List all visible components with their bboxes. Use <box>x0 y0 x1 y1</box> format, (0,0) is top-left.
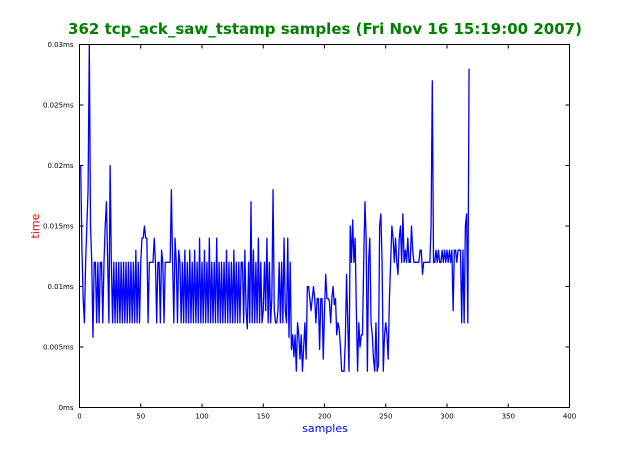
y-tick-label: 0ms <box>59 404 74 412</box>
y-tick-label: 0.005ms <box>43 344 74 352</box>
x-tick-label: 150 <box>257 413 270 421</box>
y-tick-label: 0.025ms <box>43 102 74 110</box>
x-tick-label: 250 <box>379 413 392 421</box>
y-tick-label: 0.02ms <box>47 162 73 170</box>
x-tick-label: 350 <box>502 413 515 421</box>
x-tick-label: 0 <box>77 413 81 421</box>
plot-area <box>79 44 570 408</box>
y-tick-label: 0.01ms <box>47 283 73 291</box>
series-line <box>80 43 470 372</box>
y-tick-label: 0.03ms <box>47 41 73 49</box>
x-tick-label: 400 <box>563 413 576 421</box>
x-tick-label: 300 <box>440 413 453 421</box>
x-tick-label: 50 <box>136 413 145 421</box>
x-tick-label: 100 <box>195 413 208 421</box>
y-tick-label: 0.015ms <box>43 223 74 231</box>
x-tick-label: 200 <box>318 413 331 421</box>
y-axis: 0ms 0.005ms 0.01ms 0.015ms 0.02ms 0.025ms 0.03… <box>43 41 570 412</box>
x-axis-label: samples <box>302 422 348 435</box>
y-axis-label: time <box>29 213 42 238</box>
x-axis: 0 50 100 150 200 250 300 350 400 <box>77 44 576 421</box>
chart-title: 362 tcp_ack_saw_tstamp samples (Fri Nov … <box>68 20 582 38</box>
series-layer <box>80 43 470 372</box>
